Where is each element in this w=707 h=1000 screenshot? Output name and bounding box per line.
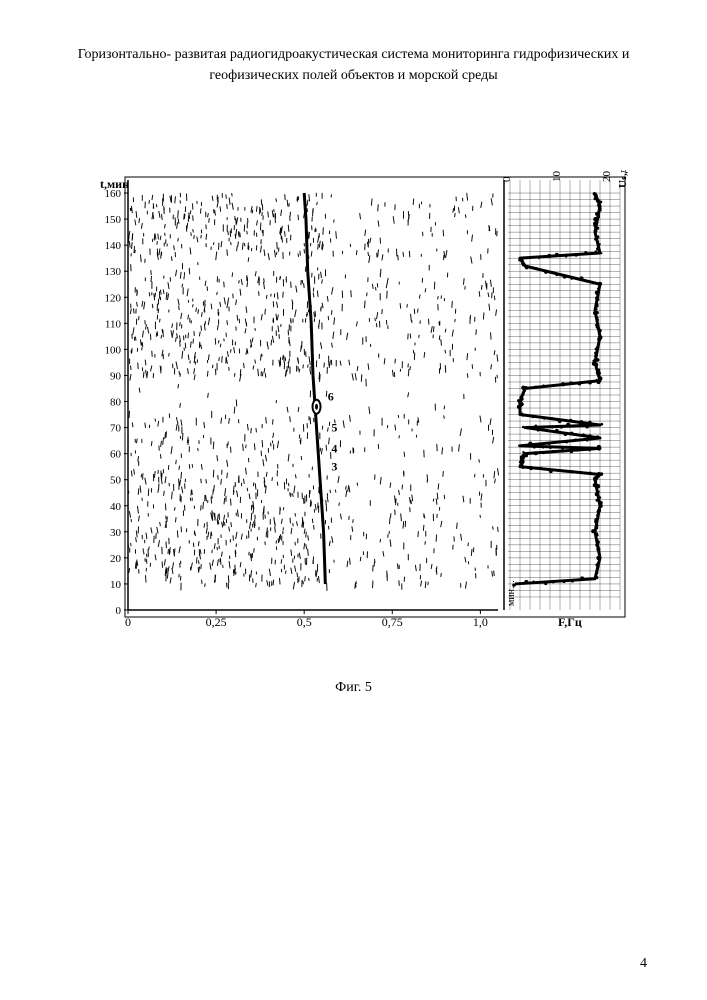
svg-text:90: 90 bbox=[110, 370, 122, 382]
svg-text:3: 3 bbox=[331, 460, 337, 474]
svg-text:150: 150 bbox=[105, 214, 122, 226]
svg-text:F,Гц: F,Гц bbox=[558, 615, 582, 629]
svg-text:4: 4 bbox=[331, 441, 337, 455]
svg-text:1,0: 1,0 bbox=[473, 615, 488, 629]
svg-text:5: 5 bbox=[331, 421, 337, 435]
svg-text:10: 10 bbox=[551, 171, 563, 183]
svg-text:130: 130 bbox=[105, 266, 122, 278]
svg-text:80: 80 bbox=[110, 397, 122, 409]
svg-text:60: 60 bbox=[110, 449, 122, 461]
svg-text:0: 0 bbox=[501, 176, 513, 182]
svg-text:6: 6 bbox=[328, 389, 334, 403]
svg-text:0,25: 0,25 bbox=[206, 615, 227, 629]
page-number: 4 bbox=[640, 956, 647, 972]
svg-text:50: 50 bbox=[110, 475, 122, 487]
svg-text:70: 70 bbox=[110, 423, 122, 435]
svg-text:40: 40 bbox=[110, 501, 122, 513]
spectrogram-chart: 3456010203040506070809010011012013014015… bbox=[80, 170, 630, 640]
svg-text:t,мин: t,мин bbox=[100, 177, 129, 191]
svg-text:20: 20 bbox=[110, 553, 122, 565]
svg-text:30: 30 bbox=[110, 527, 122, 539]
svg-text:Uₛ,дБ: Uₛ,дБ bbox=[617, 170, 629, 188]
svg-text:0: 0 bbox=[125, 615, 131, 629]
svg-text:10: 10 bbox=[110, 579, 122, 591]
svg-text:мин.‥: мин.‥ bbox=[506, 580, 517, 606]
figure-caption: Фиг. 5 bbox=[0, 680, 707, 696]
svg-text:20: 20 bbox=[601, 171, 613, 183]
svg-text:0,5: 0,5 bbox=[297, 615, 312, 629]
svg-text:0,75: 0,75 bbox=[382, 615, 403, 629]
svg-text:100: 100 bbox=[105, 344, 122, 356]
svg-text:120: 120 bbox=[105, 292, 122, 304]
svg-text:110: 110 bbox=[105, 318, 122, 330]
page-title: Горизонтально- развитая радиогидроакусти… bbox=[60, 44, 647, 86]
svg-text:0: 0 bbox=[116, 605, 122, 617]
svg-text:140: 140 bbox=[105, 240, 122, 252]
